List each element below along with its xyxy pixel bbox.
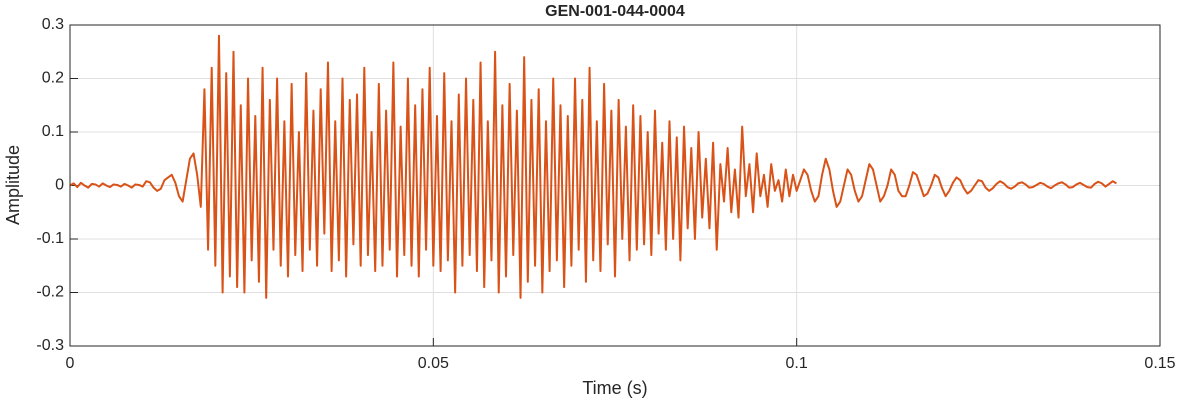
y-tick-label: 0	[55, 177, 64, 194]
y-axis-label: Amplitude	[3, 145, 23, 225]
chart-title: GEN-001-044-0004	[545, 3, 685, 20]
y-tick-label: 0.1	[42, 123, 64, 140]
y-tick-label: 0.3	[42, 16, 64, 33]
x-tick-label: 0.15	[1144, 355, 1175, 372]
x-axis-label: Time (s)	[582, 378, 647, 398]
axes-box	[69, 24, 1161, 347]
y-tick-label: -0.1	[36, 230, 64, 247]
y-tick-label: -0.3	[36, 337, 64, 354]
x-tick-label: 0.05	[418, 355, 449, 372]
y-tick-label: 0.2	[42, 70, 64, 87]
y-tick-label: -0.2	[36, 284, 64, 301]
x-tick-label: 0.1	[786, 355, 808, 372]
waveform-line	[69, 34, 1117, 299]
x-tick-label: 0	[66, 355, 75, 372]
